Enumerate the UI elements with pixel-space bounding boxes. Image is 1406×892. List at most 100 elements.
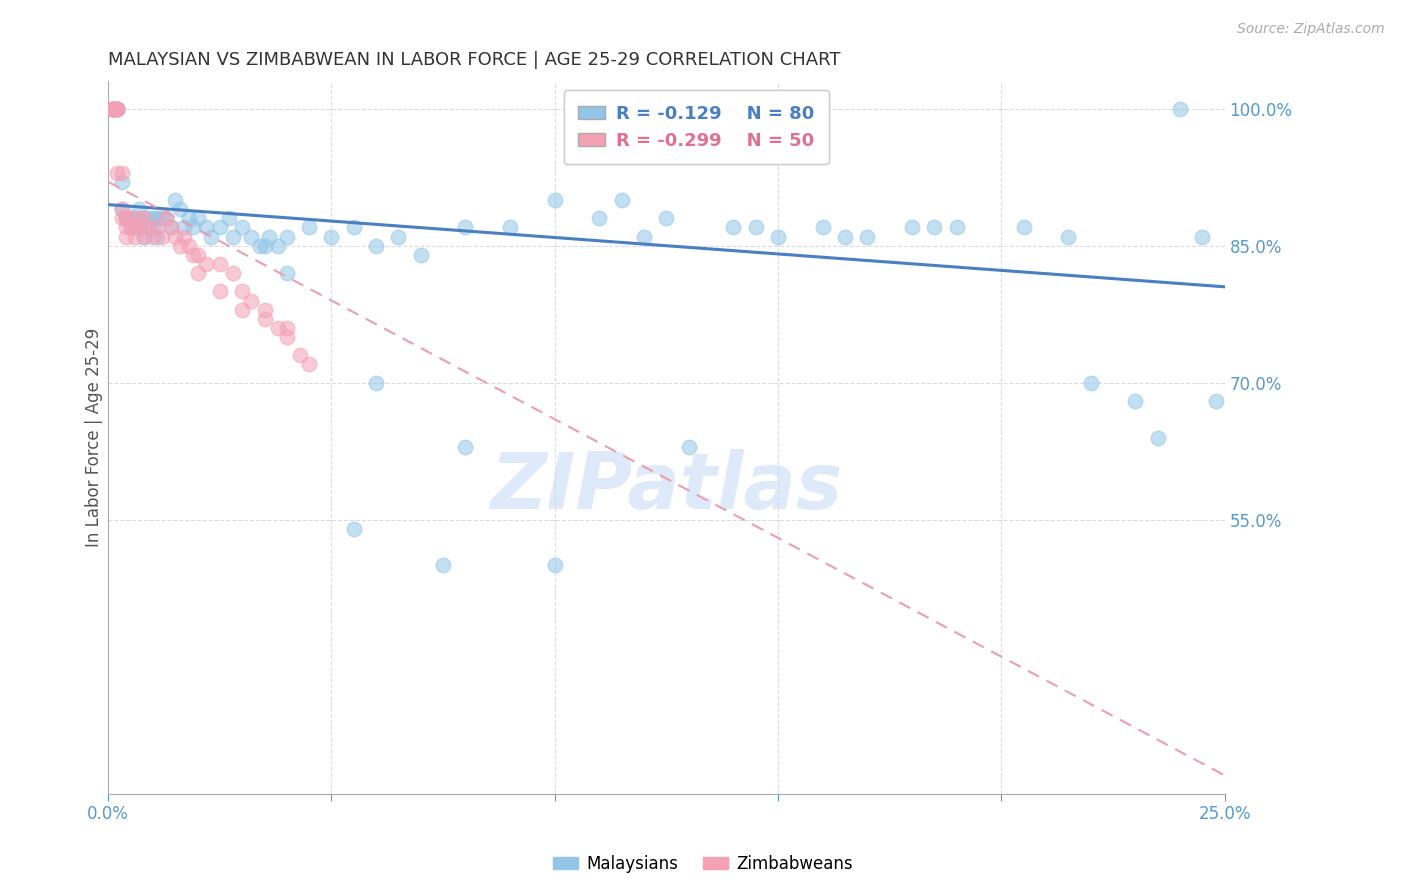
Point xyxy=(101,102,124,116)
Point xyxy=(128,220,150,235)
Point xyxy=(231,302,253,317)
Point xyxy=(276,321,298,335)
Point xyxy=(945,220,967,235)
Point xyxy=(169,238,191,252)
Point xyxy=(454,440,477,454)
Point xyxy=(290,348,312,362)
Point xyxy=(387,229,409,244)
Point xyxy=(128,220,150,235)
Point xyxy=(276,330,298,344)
Point xyxy=(366,238,388,252)
Point xyxy=(105,102,128,116)
Point xyxy=(633,229,655,244)
Point xyxy=(101,102,124,116)
Point xyxy=(105,102,128,116)
Point xyxy=(544,558,567,573)
Point xyxy=(146,229,169,244)
Point xyxy=(165,193,187,207)
Point xyxy=(115,229,138,244)
Point xyxy=(124,211,146,226)
Point xyxy=(811,220,834,235)
Text: ZIPatlas: ZIPatlas xyxy=(491,450,842,525)
Point xyxy=(150,229,173,244)
Y-axis label: In Labor Force | Age 25-29: In Labor Force | Age 25-29 xyxy=(86,328,103,547)
Point xyxy=(321,229,343,244)
Text: Source: ZipAtlas.com: Source: ZipAtlas.com xyxy=(1237,22,1385,37)
Point xyxy=(1168,102,1191,116)
Point xyxy=(257,229,280,244)
Text: MALAYSIAN VS ZIMBABWEAN IN LABOR FORCE | AGE 25-29 CORRELATION CHART: MALAYSIAN VS ZIMBABWEAN IN LABOR FORCE |… xyxy=(108,51,841,69)
Point xyxy=(120,211,142,226)
Point xyxy=(173,229,195,244)
Point xyxy=(101,102,124,116)
Point xyxy=(101,102,124,116)
Point xyxy=(101,102,124,116)
Point xyxy=(253,302,276,317)
Point xyxy=(222,229,245,244)
Point xyxy=(110,202,132,217)
Point xyxy=(101,102,124,116)
Point xyxy=(146,220,169,235)
Point xyxy=(128,211,150,226)
Point xyxy=(115,211,138,226)
Point xyxy=(240,293,263,308)
Point xyxy=(142,220,165,235)
Point xyxy=(298,220,321,235)
Point xyxy=(253,311,276,326)
Point xyxy=(124,220,146,235)
Point xyxy=(454,220,477,235)
Point xyxy=(222,266,245,280)
Point xyxy=(138,220,160,235)
Point xyxy=(105,102,128,116)
Point xyxy=(124,220,146,235)
Point xyxy=(1146,430,1168,444)
Point xyxy=(186,266,208,280)
Point xyxy=(142,211,165,226)
Point xyxy=(120,220,142,235)
Point xyxy=(142,229,165,244)
Point xyxy=(208,257,231,271)
Point xyxy=(208,285,231,299)
Point xyxy=(110,175,132,189)
Point xyxy=(195,257,218,271)
Point xyxy=(105,166,128,180)
Point xyxy=(766,229,789,244)
Point xyxy=(155,211,177,226)
Point xyxy=(218,211,240,226)
Point xyxy=(165,229,187,244)
Point xyxy=(120,220,142,235)
Point xyxy=(343,220,366,235)
Point xyxy=(177,211,200,226)
Point xyxy=(146,211,169,226)
Point xyxy=(173,220,195,235)
Point xyxy=(110,166,132,180)
Point xyxy=(856,229,879,244)
Point xyxy=(276,229,298,244)
Point xyxy=(1057,229,1080,244)
Point xyxy=(138,220,160,235)
Point xyxy=(177,238,200,252)
Point xyxy=(132,229,155,244)
Point xyxy=(901,220,924,235)
Point xyxy=(128,202,150,217)
Point xyxy=(1191,229,1213,244)
Point xyxy=(200,229,222,244)
Point xyxy=(231,285,253,299)
Point xyxy=(132,211,155,226)
Point xyxy=(1012,220,1035,235)
Point xyxy=(115,211,138,226)
Point xyxy=(409,248,432,262)
Point xyxy=(298,358,321,372)
Point xyxy=(181,248,204,262)
Point xyxy=(132,229,155,244)
Point xyxy=(124,229,146,244)
Point xyxy=(655,211,678,226)
Point xyxy=(101,102,124,116)
Point xyxy=(115,220,138,235)
Point xyxy=(159,220,181,235)
Point xyxy=(610,193,633,207)
Legend: R = -0.129    N = 80, R = -0.299    N = 50: R = -0.129 N = 80, R = -0.299 N = 50 xyxy=(564,90,830,164)
Point xyxy=(105,102,128,116)
Point xyxy=(253,238,276,252)
Point xyxy=(432,558,454,573)
